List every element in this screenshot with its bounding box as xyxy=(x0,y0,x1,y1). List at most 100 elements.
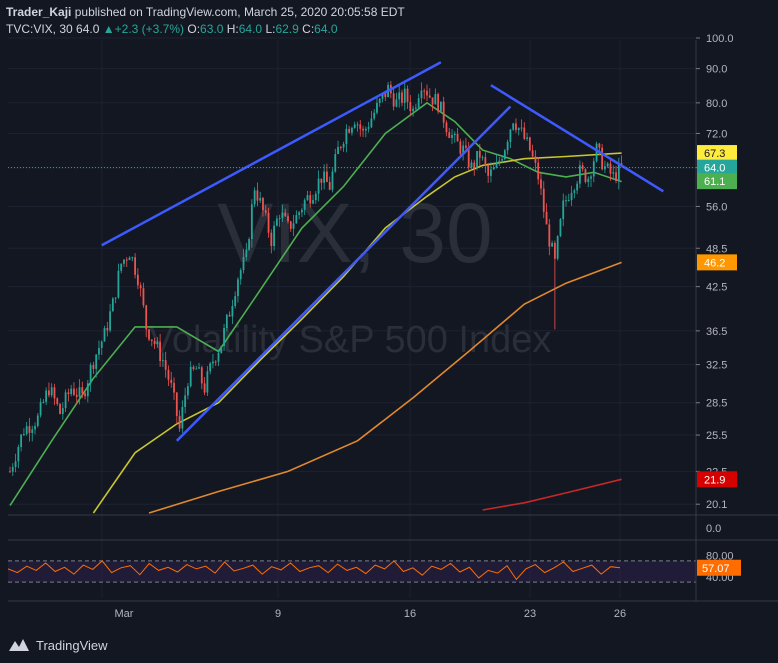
price-label: 21.9 xyxy=(704,474,725,486)
candle-body xyxy=(498,160,501,163)
candle-body xyxy=(351,127,353,133)
candle-body xyxy=(534,156,537,163)
candle-body xyxy=(131,257,134,259)
candle-body xyxy=(573,190,576,193)
candle-body xyxy=(437,94,440,112)
candle-body xyxy=(515,123,517,131)
candle-body xyxy=(579,165,581,184)
candle-body xyxy=(370,118,373,128)
up-arrow-icon: ▲ xyxy=(102,22,115,36)
candle-body xyxy=(381,93,384,99)
candle-body xyxy=(409,101,412,112)
trendlines[interactable] xyxy=(101,61,664,442)
candle-body xyxy=(501,159,503,161)
candle-body xyxy=(159,341,162,362)
candle-body xyxy=(604,166,606,170)
candle-body xyxy=(362,128,364,131)
candle-body xyxy=(284,212,287,217)
candle-body xyxy=(287,216,289,222)
rsi-band xyxy=(8,560,696,583)
candle-body xyxy=(106,328,109,331)
candle-body xyxy=(28,426,31,433)
candle-body xyxy=(565,200,567,202)
price-label-box xyxy=(697,159,737,176)
price-label: 61.1 xyxy=(704,176,725,188)
candle-body xyxy=(537,162,540,180)
candle-body xyxy=(570,192,573,201)
close-label: C: xyxy=(302,22,315,36)
candle-body xyxy=(59,403,61,414)
candle-body xyxy=(453,133,456,136)
candle-body xyxy=(209,363,212,372)
candle-body xyxy=(117,270,120,298)
symbol-label[interactable]: TVC:VIX, 30 xyxy=(6,22,73,36)
candle-body xyxy=(509,129,512,143)
price-tick-label: 28.5 xyxy=(706,398,727,410)
candle-body xyxy=(542,188,545,212)
price-tick-label: 56.0 xyxy=(706,201,727,213)
candle-body xyxy=(95,354,98,369)
candle-body xyxy=(187,386,189,396)
candle-body xyxy=(459,141,462,154)
time-axis[interactable]: Mar 9 16 23 26 xyxy=(115,608,627,620)
price-labels: 67.3 64.061.1 46.2 21.9 57.07 xyxy=(697,145,741,576)
candle-body xyxy=(553,242,556,259)
time-tick-label: 16 xyxy=(404,608,416,620)
candle-body xyxy=(75,394,78,397)
candle-body xyxy=(456,133,459,142)
tradingview-footer[interactable]: TradingView xyxy=(8,637,108,653)
candle-body xyxy=(56,398,59,404)
candle-body xyxy=(403,88,406,103)
candle-body xyxy=(545,211,548,225)
close-value: 64.0 xyxy=(314,22,338,36)
candle-body xyxy=(23,434,25,436)
candle-body xyxy=(89,364,92,384)
candle-body xyxy=(295,215,298,224)
candle-body xyxy=(48,390,50,396)
candle-body xyxy=(81,387,84,394)
candle-body xyxy=(100,341,103,348)
candle-body xyxy=(320,178,323,183)
candle-body xyxy=(431,97,434,105)
author-name[interactable]: Trader_Kaji xyxy=(6,5,72,19)
candle-body xyxy=(373,112,376,119)
candle-body xyxy=(256,190,259,201)
watermark-title: VIX, 30 xyxy=(217,186,493,280)
trendline-2 xyxy=(490,84,664,193)
candle-body xyxy=(595,143,598,162)
candle-body xyxy=(203,383,206,393)
candle-body xyxy=(136,274,139,286)
candle-body xyxy=(423,90,426,92)
candle-body xyxy=(434,94,437,105)
rsi-pane xyxy=(7,560,696,583)
candle-body xyxy=(53,387,56,399)
candle-body xyxy=(142,288,145,306)
candle-body xyxy=(412,108,414,112)
price-label-box xyxy=(697,254,737,271)
candle-body xyxy=(395,99,398,107)
candle-body xyxy=(181,407,184,429)
candle-body xyxy=(612,172,615,174)
candle-body xyxy=(214,361,217,363)
candle-body xyxy=(392,93,395,107)
candle-body xyxy=(620,163,623,165)
candle-body xyxy=(462,145,465,154)
candle-body xyxy=(281,212,284,219)
time-tick-label: Mar xyxy=(115,608,134,620)
price-tick-label: 90.0 xyxy=(706,64,727,76)
candle-body xyxy=(495,162,498,168)
candle-body xyxy=(517,127,520,131)
candle-body xyxy=(192,366,195,370)
candle-body xyxy=(465,145,467,148)
candle-body xyxy=(339,146,342,148)
candle-body xyxy=(367,127,370,129)
candle-body xyxy=(225,314,228,328)
trendline-0 xyxy=(101,61,442,247)
rsi-label-box xyxy=(697,559,741,576)
candle-body xyxy=(306,195,309,201)
candle-body xyxy=(428,95,431,98)
candle-body xyxy=(250,204,253,240)
candle-body xyxy=(487,165,490,176)
price-axis[interactable]: 100.0 90.0 80.0 72.0 64.0 56.0 48.5 42.5 36.5 32.… xyxy=(696,33,734,584)
